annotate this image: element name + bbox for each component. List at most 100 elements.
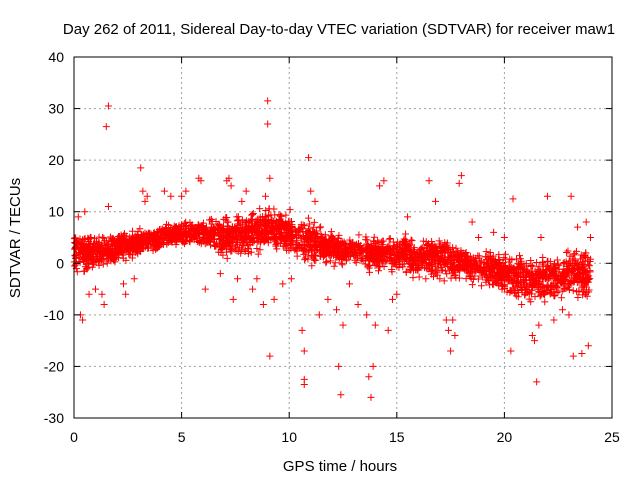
data-point <box>495 265 503 273</box>
data-point <box>122 256 130 264</box>
data-point <box>84 251 92 259</box>
data-point <box>220 215 228 223</box>
data-point <box>85 245 93 253</box>
data-point <box>342 257 350 265</box>
data-point <box>201 231 209 239</box>
data-point <box>99 233 107 241</box>
data-point <box>301 254 309 262</box>
data-point <box>185 227 193 235</box>
outlier-point <box>242 187 250 195</box>
data-point <box>280 224 288 232</box>
data-point <box>393 243 401 251</box>
outlier-point <box>543 192 551 200</box>
data-point <box>485 271 493 279</box>
data-point <box>439 258 447 266</box>
data-point <box>306 229 314 237</box>
data-point <box>262 222 270 230</box>
data-point <box>565 271 573 279</box>
data-point <box>237 249 245 257</box>
data-point <box>486 248 494 256</box>
outlier-point <box>507 347 515 355</box>
y-tick-label: 40 <box>48 49 64 65</box>
outlier-point <box>201 285 209 293</box>
data-point <box>484 256 492 264</box>
data-point <box>249 209 257 217</box>
data-point <box>272 217 280 225</box>
outlier-point <box>300 380 308 388</box>
data-point <box>271 211 279 219</box>
data-point <box>541 298 549 306</box>
data-point <box>523 269 531 277</box>
data-point <box>440 277 448 285</box>
data-point <box>252 229 260 237</box>
data-point <box>442 246 450 254</box>
outlier-point <box>380 177 388 185</box>
data-point <box>355 231 363 239</box>
data-point <box>419 237 427 245</box>
data-point <box>297 221 305 229</box>
outlier-point <box>85 290 93 298</box>
data-point <box>399 263 407 271</box>
data-point <box>310 255 318 263</box>
data-point <box>248 211 256 219</box>
data-point <box>139 241 147 249</box>
y-axis: -30 -20 -10 0 10 20 30 40 <box>44 49 612 426</box>
data-point <box>235 244 243 252</box>
data-point <box>256 246 264 254</box>
data-point <box>316 245 324 253</box>
data-point <box>491 278 499 286</box>
data-point <box>322 259 330 267</box>
data-point <box>582 274 590 282</box>
outlier-point <box>167 192 175 200</box>
data-point <box>527 298 535 306</box>
data-point <box>448 269 456 277</box>
data-point <box>288 231 296 239</box>
data-point <box>206 216 214 224</box>
data-point <box>417 245 425 253</box>
data-point <box>265 211 273 219</box>
outlier-point <box>333 306 341 314</box>
x-tick-label: 5 <box>178 429 186 445</box>
data-point <box>496 256 504 264</box>
outlier-point <box>369 362 377 370</box>
data-point <box>423 252 431 260</box>
data-point <box>437 248 445 256</box>
data-point <box>463 261 471 269</box>
data-point <box>362 233 370 241</box>
data-point <box>253 244 261 252</box>
outlier-point <box>404 213 412 221</box>
data-point <box>171 225 179 233</box>
data-point <box>462 262 470 270</box>
data-point <box>443 239 451 247</box>
data-point <box>287 232 295 240</box>
data-point <box>545 274 553 282</box>
data-point <box>86 241 94 249</box>
data-point <box>385 235 393 243</box>
data-point <box>111 247 119 255</box>
data-point <box>576 271 584 279</box>
x-tick-label: 15 <box>389 429 405 445</box>
data-point <box>117 231 125 239</box>
data-point <box>527 276 535 284</box>
data-point <box>467 255 475 263</box>
data-point <box>346 236 354 244</box>
data-point <box>522 262 530 270</box>
outlier-point <box>287 275 295 283</box>
x-axis: 0 5 10 15 20 25 <box>70 57 620 445</box>
data-point <box>305 240 313 248</box>
outlier-point <box>363 311 371 319</box>
data-point <box>463 267 471 275</box>
data-point <box>492 273 500 281</box>
data-point <box>482 268 490 276</box>
data-point <box>179 223 187 231</box>
data-point <box>543 270 551 278</box>
data-point <box>132 240 140 248</box>
data-point <box>375 267 383 275</box>
data-point <box>211 235 219 243</box>
data-point <box>146 237 154 245</box>
data-point <box>362 247 370 255</box>
outlier-point <box>449 316 457 324</box>
data-point <box>332 250 340 258</box>
outlier-point <box>376 182 384 190</box>
outlier-point <box>264 97 272 105</box>
